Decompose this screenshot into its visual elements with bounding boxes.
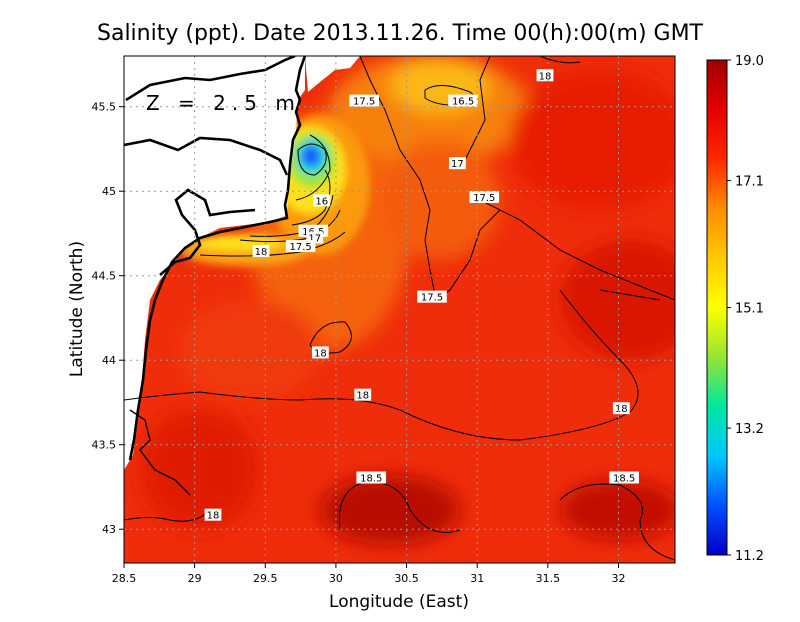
x-tick-label: 31.5 bbox=[536, 572, 561, 585]
land-mass bbox=[124, 56, 305, 470]
contour-17-5-east bbox=[469, 194, 675, 301]
contour-label: 17.5 bbox=[289, 242, 311, 253]
contour-label: 16.5 bbox=[452, 97, 474, 108]
y-axis-label: Latitude (North) bbox=[67, 241, 87, 377]
grid bbox=[124, 56, 675, 563]
contour-16-plume bbox=[295, 134, 331, 201]
contour-16-5-plume bbox=[291, 169, 331, 226]
contour-18-sw bbox=[124, 509, 211, 522]
contour-label: 18 bbox=[314, 348, 327, 359]
y-tick-label: 44 bbox=[102, 354, 116, 367]
colorbar-tick-label: 19.0 bbox=[735, 54, 764, 69]
contour-label: 18 bbox=[255, 247, 268, 258]
plume bbox=[180, 115, 370, 266]
contour-label: 18 bbox=[615, 404, 628, 415]
contour-18-plume bbox=[199, 231, 346, 257]
contour-label: 17.5 bbox=[473, 193, 495, 204]
plot-border bbox=[123, 55, 676, 564]
contour-label-box bbox=[354, 388, 372, 401]
x-tick-label: 29.5 bbox=[253, 572, 278, 585]
colorbar-ticks: 19.0 17.1 15.1 13.2 11.2 bbox=[727, 54, 764, 564]
contour-label-box bbox=[285, 239, 316, 252]
colorbar-tick-label: 11.2 bbox=[735, 549, 764, 564]
y-ticks: 43 43.5 44 44.5 45 45.5 bbox=[92, 101, 124, 536]
contour-label: 18 bbox=[207, 511, 220, 522]
border-line bbox=[124, 136, 289, 176]
plot-area: 1817.516.51717.51616.51717.51817.5181818… bbox=[124, 56, 675, 563]
contour-label-box bbox=[313, 194, 331, 207]
x-axis-label: Longitude (East) bbox=[329, 592, 469, 612]
contour-east-dark bbox=[599, 289, 661, 301]
land-corner bbox=[305, 56, 360, 92]
contour-label-box bbox=[469, 190, 500, 203]
contour-label: 17 bbox=[308, 234, 321, 245]
contour-18-5-east bbox=[559, 483, 675, 561]
contour-label-box bbox=[448, 94, 478, 107]
chart-title: Salinity (ppt). Date 2013.11.26. Time 00… bbox=[97, 21, 704, 46]
x-tick-label: 30 bbox=[329, 572, 343, 585]
contour-label-box bbox=[311, 346, 329, 359]
y-tick-label: 45.5 bbox=[92, 101, 117, 114]
colorbar-tick-label: 17.1 bbox=[735, 175, 764, 190]
x-tick-label: 32 bbox=[611, 572, 625, 585]
contour-label-box bbox=[356, 471, 387, 484]
contour-label: 17.5 bbox=[353, 97, 375, 108]
north-coast bbox=[125, 56, 296, 102]
contour-label-box bbox=[612, 402, 630, 415]
contour-label-box bbox=[204, 508, 222, 521]
y-tick-label: 45 bbox=[102, 185, 116, 198]
contour-labels: 1817.516.51717.51616.51717.51817.5181818… bbox=[204, 69, 639, 522]
contour-label: 17 bbox=[451, 159, 464, 170]
contour-17-east bbox=[464, 56, 491, 161]
contour-label: 18.5 bbox=[360, 474, 382, 485]
x-tick-label: 31 bbox=[470, 572, 484, 585]
colorbar bbox=[706, 59, 728, 556]
y-tick-label: 43 bbox=[102, 523, 116, 536]
lagoon-line bbox=[159, 188, 256, 276]
x-tick-label: 30.5 bbox=[394, 572, 419, 585]
y-tick-label: 44.5 bbox=[92, 270, 117, 283]
colorbar-tick-label: 15.1 bbox=[735, 302, 764, 317]
contour-17-5-west bbox=[359, 56, 437, 301]
contour-label: 17.5 bbox=[421, 293, 443, 304]
contour-label: 16 bbox=[315, 196, 328, 207]
x-tick-label: 28.5 bbox=[112, 572, 137, 585]
x-tick-label: 29 bbox=[188, 572, 202, 585]
contour-label-box bbox=[349, 94, 379, 107]
contour-inner bbox=[297, 143, 327, 176]
x-ticks: 28.5 29 29.5 30 30.5 31 31.5 32 bbox=[112, 563, 625, 585]
contour-label-box bbox=[536, 69, 554, 82]
contour-label-box bbox=[449, 157, 466, 170]
y-tick-label: 43.5 bbox=[92, 439, 117, 452]
depth-label: Z = 2.5 m bbox=[146, 91, 301, 115]
contour-label: 18 bbox=[356, 391, 369, 402]
contour-label: 18 bbox=[539, 71, 552, 82]
contour-label-box bbox=[252, 245, 270, 258]
contour-18-ne bbox=[539, 56, 581, 64]
south-coast-thin bbox=[129, 409, 191, 496]
coastline bbox=[128, 56, 307, 461]
contour-label-box bbox=[417, 290, 447, 303]
contour-label: 18.5 bbox=[613, 474, 635, 485]
colorbar-tick-label: 13.2 bbox=[735, 422, 764, 437]
contour-18-south bbox=[124, 289, 639, 441]
contour-label-box bbox=[609, 471, 639, 484]
